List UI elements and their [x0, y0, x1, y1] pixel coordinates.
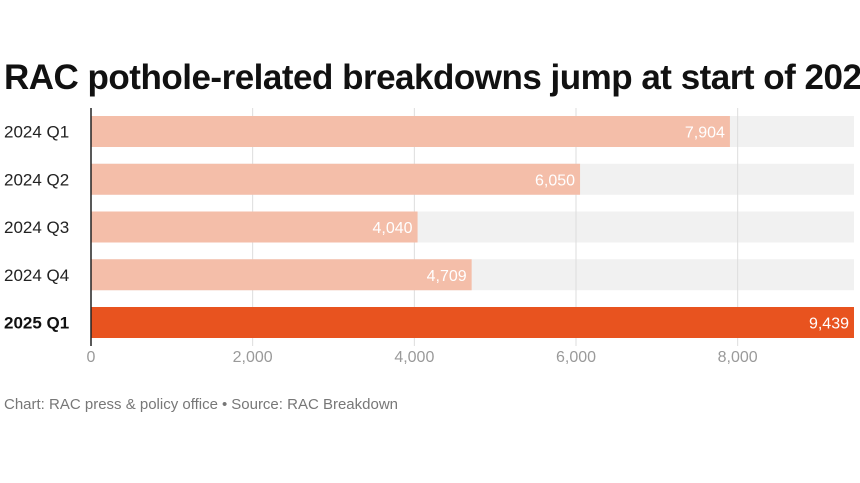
value-label: 4,040 [373, 220, 413, 237]
category-label: 2024 Q4 [4, 266, 69, 285]
bar-highlight [91, 307, 854, 338]
value-label: 7,904 [685, 125, 725, 142]
value-labels: 7,904 6,050 4,040 4,709 9,439 [373, 125, 850, 333]
chart-source: Source: RAC Breakdown [231, 396, 398, 413]
x-tick-label: 2,000 [233, 349, 273, 366]
category-label: 2024 Q3 [4, 218, 69, 237]
category-label: 2024 Q1 [4, 123, 69, 142]
x-tick-label: 6,000 [556, 349, 596, 366]
x-axis-ticks: 0 2,000 4,000 6,000 8,000 [87, 349, 758, 366]
value-label: 9,439 [809, 316, 849, 333]
bar [91, 116, 730, 147]
bars [91, 116, 854, 338]
category-label: 2025 Q1 [4, 314, 69, 333]
bar [91, 259, 472, 291]
value-label: 6,050 [535, 172, 575, 189]
x-tick-label: 4,000 [394, 349, 434, 366]
chart-title: RAC pothole-related breakdowns jump at s… [4, 58, 860, 97]
x-tick-label: 8,000 [718, 349, 758, 366]
category-labels: 2024 Q1 2024 Q2 2024 Q3 2024 Q4 2025 Q1 [4, 123, 69, 333]
bar-chart: 2024 Q1 2024 Q2 2024 Q3 2024 Q4 2025 Q1 7,90… [4, 108, 854, 366]
bar [91, 211, 418, 243]
chart-footer: Chart: RAC press & policy office • Source:… [4, 396, 398, 413]
category-label: 2024 Q2 [4, 170, 69, 189]
value-label: 4,709 [427, 268, 467, 285]
x-tick-label: 0 [87, 349, 96, 366]
chart-credit: Chart: RAC press & policy office [4, 396, 218, 413]
bar [91, 163, 581, 195]
footer-separator: • [221, 396, 228, 413]
